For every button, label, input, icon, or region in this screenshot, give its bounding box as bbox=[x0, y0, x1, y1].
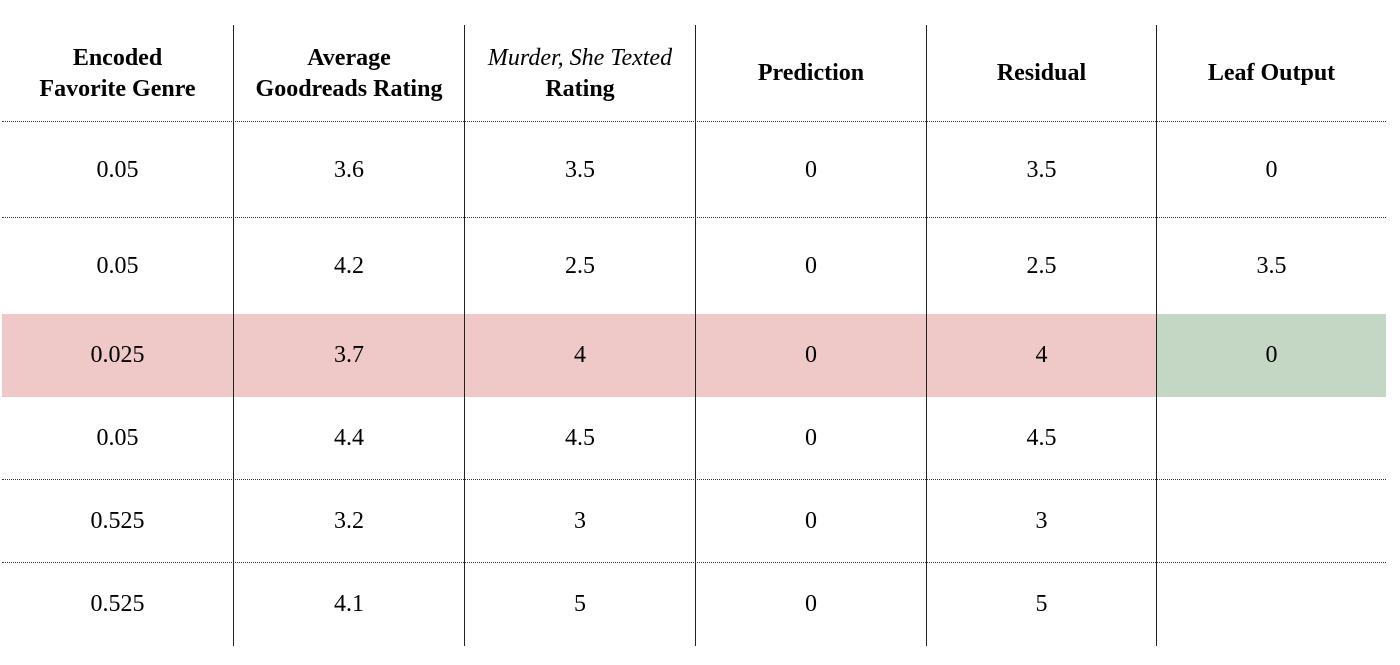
cell-prediction: 0 bbox=[695, 122, 926, 218]
cell-murder-she-texted-rating: 5 bbox=[464, 563, 695, 646]
header-average-goodreads-rating: Average Goodreads Rating bbox=[233, 25, 464, 122]
cell-prediction: 0 bbox=[695, 480, 926, 563]
header-text: Encoded bbox=[72, 44, 163, 71]
cell-residual: 3.5 bbox=[926, 122, 1156, 218]
cell-leaf-output bbox=[1156, 480, 1386, 563]
cell-average-goodreads-rating: 4.4 bbox=[233, 397, 464, 480]
cell-murder-she-texted-rating: 3.5 bbox=[464, 122, 695, 218]
data-table: Encoded Favorite Genre Average Goodreads… bbox=[2, 25, 1386, 646]
cell-residual: 4.5 bbox=[926, 397, 1156, 480]
table-row: 0.05 4.4 4.5 0 4.5 bbox=[2, 397, 1386, 480]
cell-murder-she-texted-rating: 3 bbox=[464, 480, 695, 563]
cell-average-goodreads-rating: 3.7 bbox=[233, 314, 464, 397]
cell-residual: 2.5 bbox=[926, 218, 1156, 314]
header-text: Rating bbox=[545, 75, 615, 102]
header-text: Favorite Genre bbox=[39, 75, 196, 102]
header-murder-she-texted-rating: Murder, She Texted Rating bbox=[464, 25, 695, 122]
cell-encoded-favorite-genre: 0.05 bbox=[96, 252, 139, 279]
header-text: Goodreads Rating bbox=[255, 75, 443, 102]
cell-average-goodreads-rating: 3.2 bbox=[233, 480, 464, 563]
header-text: Residual bbox=[996, 60, 1087, 86]
cell-murder-she-texted-rating: 4.5 bbox=[464, 397, 695, 480]
header-encoded-favorite-genre: Encoded Favorite Genre bbox=[2, 25, 233, 122]
cell-residual: 3 bbox=[926, 480, 1156, 563]
cell-prediction: 0 bbox=[695, 218, 926, 314]
cell-residual: 5 bbox=[926, 563, 1156, 646]
cell-murder-she-texted-rating: 2.5 bbox=[464, 218, 695, 314]
cell-leaf-output bbox=[1156, 397, 1386, 480]
cell-leaf-output: 3.5 bbox=[1156, 218, 1386, 314]
cell-murder-she-texted-rating: 4 bbox=[464, 314, 695, 397]
header-prediction: Prediction bbox=[695, 25, 926, 122]
cell-encoded-favorite-genre: 0.525 bbox=[90, 591, 145, 617]
table-row: 0.05 3.6 3.5 0 3.5 0 bbox=[2, 122, 1386, 218]
table-row: 0.525 3.2 3 0 3 bbox=[2, 480, 1386, 563]
cell-average-goodreads-rating: 4.2 bbox=[233, 218, 464, 314]
header-text: Prediction bbox=[757, 60, 865, 86]
cell-average-goodreads-rating: 3.6 bbox=[233, 122, 464, 218]
cell-prediction: 0 bbox=[695, 397, 926, 480]
cell-encoded-favorite-genre: 0.525 bbox=[90, 508, 145, 534]
cell-prediction: 0 bbox=[695, 314, 926, 397]
table-row-highlighted: 0.025 3.7 4 0 4 0 bbox=[2, 314, 1386, 397]
row-divider bbox=[2, 217, 1386, 218]
cell-encoded-favorite-genre: 0.05 bbox=[96, 156, 139, 183]
row-divider bbox=[2, 479, 1386, 480]
row-divider bbox=[2, 121, 1386, 122]
header-residual: Residual bbox=[926, 25, 1156, 122]
cell-encoded-favorite-genre: 0.05 bbox=[96, 425, 139, 451]
cell-encoded-favorite-genre: 0.025 bbox=[2, 314, 233, 397]
cell-average-goodreads-rating: 4.1 bbox=[233, 563, 464, 646]
cell-residual: 4 bbox=[926, 314, 1156, 397]
header-leaf-output: Leaf Output bbox=[1156, 25, 1386, 122]
header-text: Average bbox=[307, 44, 391, 71]
table-row: 0.05 4.2 2.5 0 2.5 3.5 bbox=[2, 218, 1386, 314]
table-row: 0.525 4.1 5 0 5 bbox=[2, 563, 1386, 646]
row-divider bbox=[2, 562, 1386, 563]
cell-leaf-output: 0 bbox=[1156, 122, 1386, 218]
cell-leaf-output bbox=[1156, 563, 1386, 646]
table-header-row: Encoded Favorite Genre Average Goodreads… bbox=[2, 25, 1386, 122]
header-text-italic: Murder, She Texted bbox=[487, 44, 673, 71]
header-text: Leaf Output bbox=[1207, 60, 1336, 86]
cell-leaf-output: 0 bbox=[1156, 314, 1386, 397]
cell-prediction: 0 bbox=[695, 563, 926, 646]
